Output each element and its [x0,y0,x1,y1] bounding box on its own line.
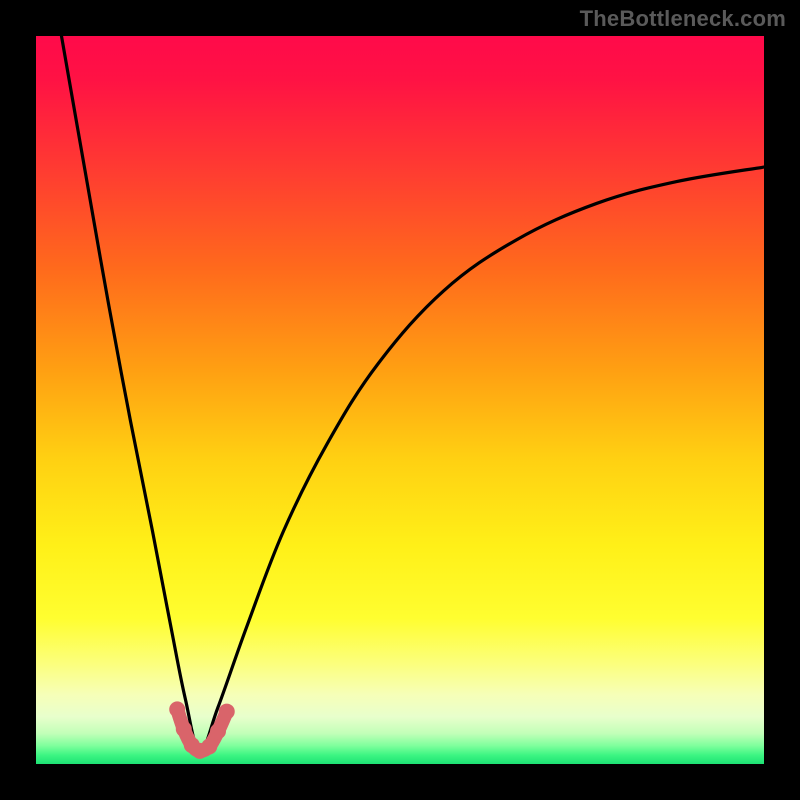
valley-marker-dot [169,701,185,717]
curve-layer [36,36,764,764]
chart-frame: TheBottleneck.com [0,0,800,800]
plot-area [36,36,764,764]
bottleneck-curve [61,36,764,751]
valley-marker-dot [219,704,235,720]
valley-marker-dot [201,739,217,755]
valley-marker-dot [210,723,226,739]
valley-marker-dot [176,721,192,737]
watermark-label: TheBottleneck.com [580,6,786,32]
